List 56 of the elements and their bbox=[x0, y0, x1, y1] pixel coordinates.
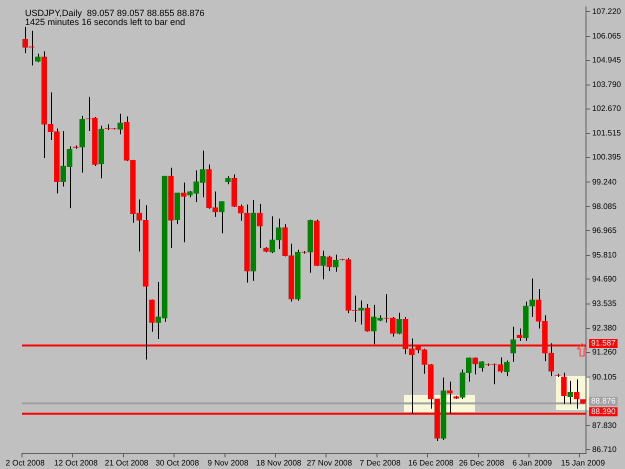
y-tick-label: 106.065 bbox=[592, 32, 622, 41]
candlestick bbox=[326, 255, 332, 272]
candlestick bbox=[504, 360, 510, 377]
candlestick bbox=[364, 303, 370, 332]
y-tick-label: 96.965 bbox=[592, 226, 618, 235]
candlestick bbox=[270, 216, 276, 254]
x-tick-label: 16 Dec 2008 bbox=[408, 458, 454, 468]
chart-title: USDJPY,Daily 89.057 89.057 88.855 88.876 bbox=[25, 8, 204, 18]
y-tick-label: 95.810 bbox=[592, 250, 618, 260]
candlestick bbox=[478, 360, 484, 372]
ref-line-label: 88.390 bbox=[591, 406, 616, 416]
x-tick-label: 26 Dec 2008 bbox=[458, 458, 505, 468]
candlestick bbox=[276, 218, 282, 250]
y-tick-label: 93.535 bbox=[592, 299, 618, 308]
candlestick bbox=[256, 203, 263, 249]
y-tick-label: 107.220 bbox=[592, 6, 622, 16]
y-tick-label: 104.945 bbox=[592, 55, 622, 64]
y-tick-label: 99.240 bbox=[592, 177, 618, 186]
x-tick-label: 2 Oct 2008 bbox=[6, 458, 46, 468]
candlestick bbox=[529, 278, 536, 318]
x-tick-label: 30 Oct 2008 bbox=[155, 458, 200, 468]
y-tick-label: 86.710 bbox=[592, 444, 618, 454]
candlestick bbox=[180, 182, 186, 243]
x-tick-label: 6 Jan 2009 bbox=[512, 458, 553, 468]
candlestick bbox=[472, 356, 478, 375]
x-tick-label: 15 Jan 2009 bbox=[560, 458, 606, 468]
candlestick bbox=[396, 312, 402, 335]
y-tick-label: 103.790 bbox=[592, 80, 622, 90]
candlestick bbox=[117, 113, 124, 135]
candlestick bbox=[149, 298, 155, 332]
y-tick-label: 92.380 bbox=[592, 324, 618, 333]
candlestick bbox=[358, 300, 364, 325]
y-tick-label: 87.830 bbox=[592, 420, 618, 430]
candlestick bbox=[320, 250, 326, 280]
candlestick bbox=[218, 200, 224, 234]
x-tick-label: 12 Oct 2008 bbox=[54, 458, 98, 468]
text: 1425 minutes 16 seconds left to bar end bbox=[25, 16, 186, 27]
y-tick-label: 98.085 bbox=[592, 202, 618, 211]
candlestick bbox=[567, 380, 574, 404]
y-tick-label: 94.690 bbox=[592, 274, 618, 284]
y-tick-label: 90.105 bbox=[592, 372, 618, 382]
candlestick bbox=[574, 378, 580, 410]
x-tick-label: 18 Nov 2008 bbox=[256, 458, 302, 468]
ref-line-label: 88.876 bbox=[591, 396, 616, 406]
candlestick bbox=[510, 326, 516, 362]
y-tick-label: 100.395 bbox=[592, 152, 622, 162]
ref-line-label: 91.587 bbox=[591, 338, 616, 348]
y-tick-label: 102.670 bbox=[592, 104, 622, 114]
x-tick-label: 7 Dec 2008 bbox=[360, 458, 402, 468]
y-tick-label: 101.515 bbox=[592, 128, 622, 138]
y-tick-label: 91.260 bbox=[592, 348, 618, 357]
x-tick-label: 9 Nov 2008 bbox=[208, 458, 249, 468]
candlestick bbox=[561, 372, 567, 404]
x-tick-label: 27 Nov 2008 bbox=[306, 458, 353, 468]
candlestick bbox=[332, 254, 339, 272]
x-tick-label: 21 Oct 2008 bbox=[104, 458, 149, 468]
